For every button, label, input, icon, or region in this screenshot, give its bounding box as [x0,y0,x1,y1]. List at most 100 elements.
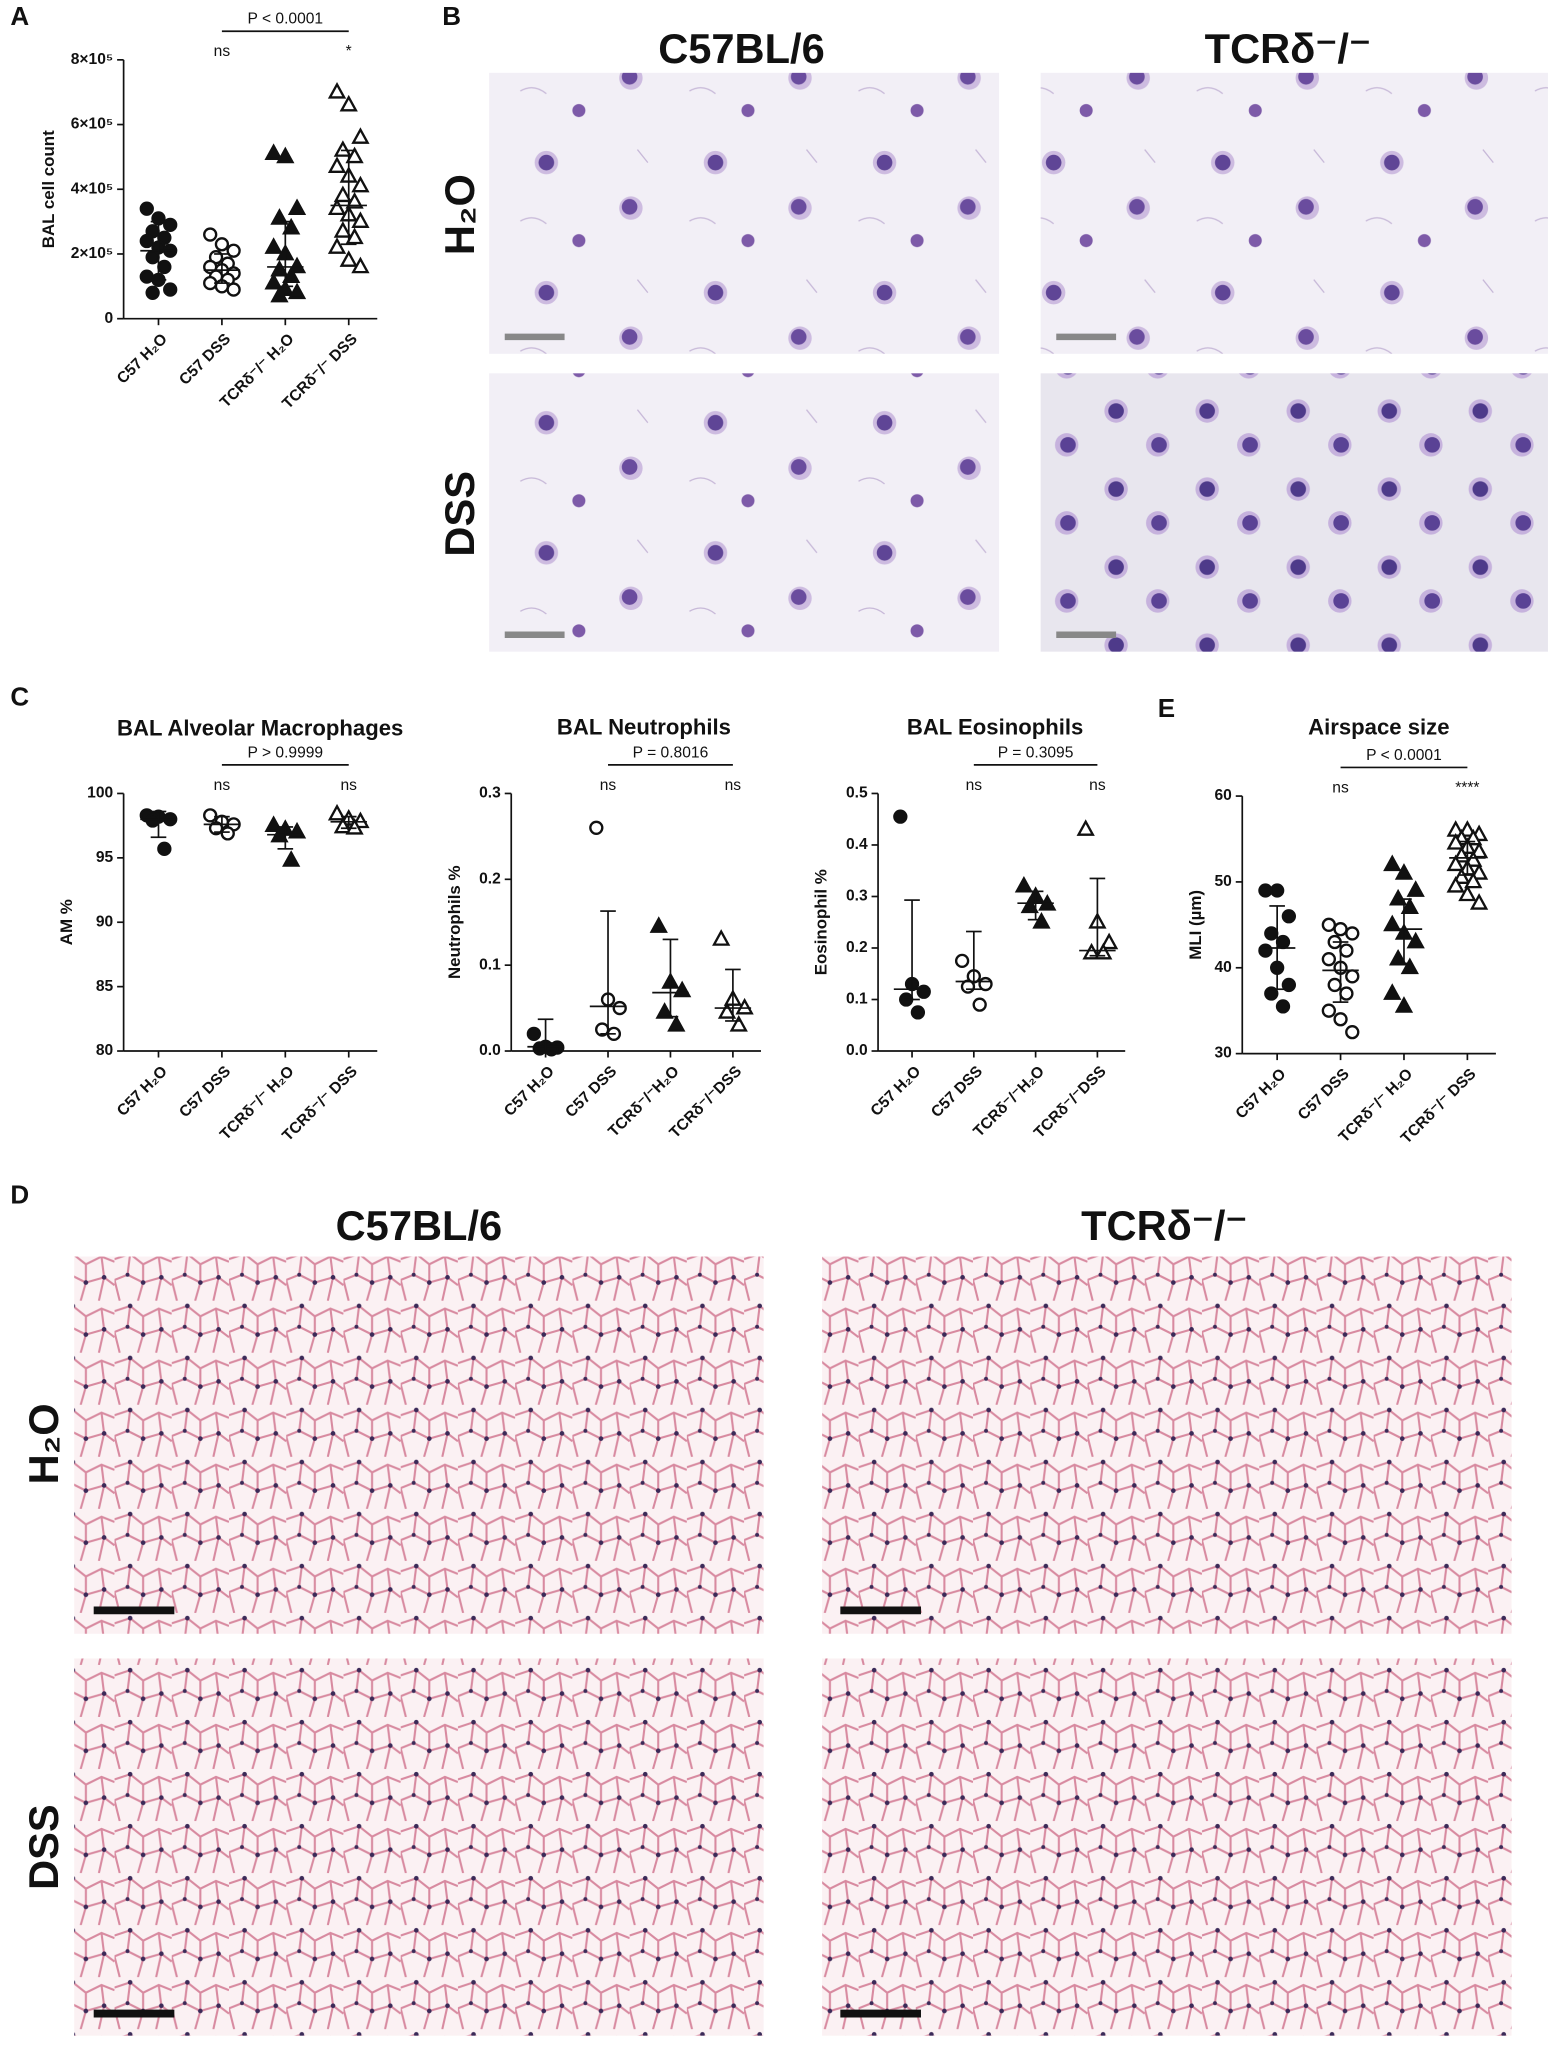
panel-label: D [10,1180,29,1210]
data-point [1388,888,1408,906]
data-point [954,953,970,969]
y-axis-label: MLI (µm) [1186,890,1205,960]
data-point [345,227,364,245]
row-heading: DSS [436,471,483,557]
data-point [532,1041,547,1056]
micrograph [1040,373,1548,652]
comparison-label: P < 0.0001 [1366,747,1442,764]
data-point [282,850,301,867]
x-tick-label: C57 H₂O [114,331,171,388]
data-point [1446,854,1465,872]
y-tick-label: 0.3 [479,785,501,802]
data-point [1269,883,1285,898]
chart-title: BAL Neutrophils [557,714,731,739]
data-point [287,198,307,216]
chart-title: BAL Eosinophils [907,714,1083,739]
y-tick-label: 0 [105,310,114,327]
y-tick-label: 0.3 [846,888,868,905]
data-point [1383,854,1402,872]
y-tick-label: 0.2 [479,870,501,887]
data-point [203,808,218,823]
y-tick-label: 40 [1215,959,1233,976]
data-point [1281,977,1297,993]
data-point [1464,850,1483,867]
data-point [139,269,154,284]
data-point [544,1042,559,1057]
data-point [1014,875,1034,893]
data-point [1327,977,1342,993]
data-point [220,826,235,841]
x-tick-label: C57 H₂O [1233,1066,1290,1123]
data-point [1345,969,1360,984]
data-point [1345,1025,1360,1040]
data-point [526,1026,542,1041]
data-point [139,201,154,216]
data-point [1099,932,1119,950]
y-tick-label: 85 [96,978,114,995]
y-tick-label: 95 [96,849,114,866]
y-axis-label: Neutrophils % [445,865,464,979]
data-point [1383,914,1402,932]
data-point [145,813,160,828]
data-point [345,191,364,209]
micrograph [822,1658,1512,2036]
micrograph [489,373,1000,652]
x-tick-label: C57 DSS [176,331,234,389]
data-point [163,217,178,233]
data-point [1383,983,1402,1000]
data-point [960,979,976,994]
data-point [351,211,370,228]
data-point [717,1002,737,1019]
comparison-label: P < 0.0001 [248,11,324,28]
micrograph [1040,72,1548,354]
data-point [145,285,160,300]
data-point [345,818,364,835]
data-point [333,221,353,238]
data-point [1452,867,1471,884]
x-tick-label: C57 DSS [176,1063,234,1121]
data-point [1394,996,1414,1013]
x-tick-label: C57 DSS [562,1063,620,1121]
data-point [1469,893,1489,910]
micrograph [489,72,1000,354]
data-point [1406,880,1425,897]
data-point [264,815,283,833]
y-tick-label: 0.0 [479,1042,501,1059]
panel-label: C [10,681,29,711]
x-tick-label: C57 H₂O [868,1063,925,1120]
data-point [282,217,301,235]
data-point [327,156,347,173]
data-point [1464,871,1483,889]
column-heading: C57BL/6 [658,25,825,72]
data-point [1400,957,1419,975]
data-point [649,916,668,933]
micrograph [74,1658,764,2036]
data-point [1258,943,1273,958]
data-point [1032,912,1051,929]
data-point [139,233,154,249]
data-point [655,1002,674,1019]
data-point [972,997,987,1012]
data-point [1275,934,1291,950]
data-point [226,282,241,297]
y-tick-label: 60 [1215,787,1233,804]
comparison-label: P = 0.3095 [998,744,1074,761]
data-point [214,237,230,252]
y-tick-label: 80 [96,1042,114,1059]
micrograph [74,1256,764,1634]
data-point [276,146,295,164]
data-point [612,1000,627,1016]
data-point [327,237,347,254]
data-point [1281,909,1297,924]
data-point [345,146,364,164]
y-tick-label: 0.1 [846,991,868,1008]
data-point [264,143,283,161]
comparison-label: P = 0.8016 [633,744,709,761]
data-point [333,185,353,203]
data-point [1321,917,1337,932]
data-point [910,1005,926,1020]
y-tick-label: 90 [96,913,114,930]
column-heading: TCRδ⁻/⁻ [1081,1202,1247,1249]
data-point [157,841,172,856]
data-point [1258,883,1273,898]
